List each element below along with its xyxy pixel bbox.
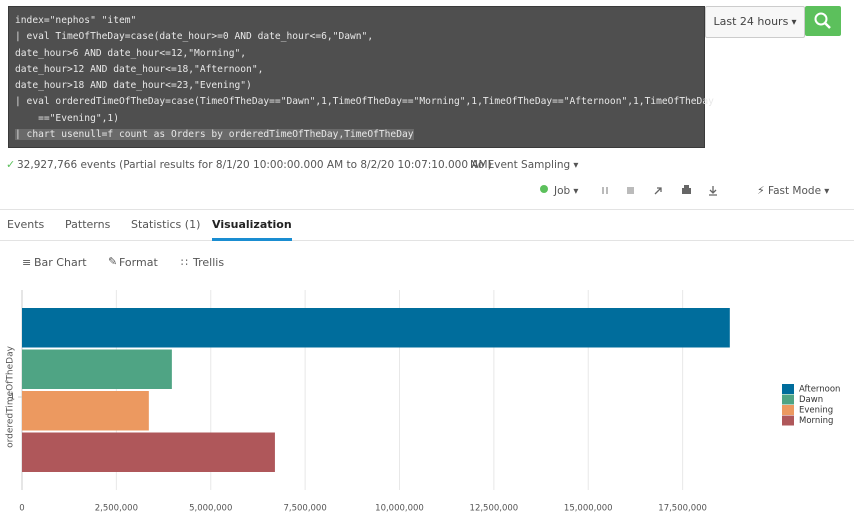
job-menu[interactable]: Job: [554, 185, 578, 197]
job-status-icon: [540, 185, 548, 193]
job-actions[interactable]: [598, 184, 723, 198]
legend-label: Dawn: [799, 395, 823, 405]
trellis-menu[interactable]: Trellis: [193, 256, 225, 269]
tab[interactable]: Events: [7, 218, 45, 231]
trellis-icon: ∷: [181, 256, 188, 269]
query-line: index="nephos" "item": [15, 15, 137, 26]
tab[interactable]: Statistics (1): [131, 218, 201, 231]
legend-label: Evening: [799, 406, 833, 416]
query-line: date_hour>6 AND date_hour<=12,"Morning",: [15, 47, 247, 59]
x-tick-label: 7,500,000: [283, 504, 326, 514]
legend-swatch: [782, 384, 794, 394]
bar: [22, 391, 149, 431]
divider: [0, 240, 854, 241]
y-tick-label: 1: [10, 393, 15, 403]
mode-icon: ⚡: [757, 184, 765, 197]
y-axis-title: orderedTimeOfTheDay: [6, 345, 16, 448]
bar-chart-icon: ≡: [22, 256, 32, 269]
sampling-menu[interactable]: No Event Sampling: [470, 159, 578, 171]
x-tick-label: 12,500,000: [470, 504, 519, 514]
legend-label: Afternoon: [799, 385, 840, 395]
mode-menu[interactable]: Fast Mode: [768, 185, 829, 197]
tab[interactable]: Patterns: [65, 218, 111, 231]
x-tick-label: 10,000,000: [375, 504, 424, 514]
format-menu[interactable]: Format: [119, 256, 158, 269]
check-icon: ✓: [6, 158, 16, 171]
x-tick-label: 5,000,000: [189, 504, 232, 514]
query-line: | chart usenull=f count as Orders by ord…: [15, 127, 698, 143]
bar: [22, 349, 172, 389]
query-line: | eval TimeOfTheDay=case(date_hour>=0 AN…: [15, 31, 374, 43]
tab[interactable]: Visualization: [212, 218, 292, 241]
legend-swatch: [782, 394, 794, 405]
x-tick-label: 2,500,000: [95, 504, 138, 514]
query-text: | chart usenull=f count as Orders by ord…: [15, 129, 414, 141]
x-tick-label: 0: [19, 504, 24, 514]
bar: [22, 432, 275, 472]
query-line: | eval orderedTimeOfTheDay=case(TimeOfTh…: [15, 96, 714, 108]
x-tick-label: 17,500,000: [658, 504, 707, 514]
divider: [0, 209, 854, 210]
query-line: date_hour>18 AND date_hour<=23,"Evening"…: [15, 80, 252, 92]
event-count: 32,927,766 events (Partial results for 8…: [17, 159, 492, 171]
search-query[interactable]: index="nephos" "item" | eval TimeOfTheDay…: [8, 6, 714, 148]
search-button[interactable]: [805, 6, 841, 36]
time-range-picker[interactable]: Last 24 hours: [705, 6, 805, 38]
x-tick-label: 15,000,000: [564, 504, 613, 514]
legend-swatch: [782, 415, 794, 426]
query-line: =="Evening",1): [15, 112, 119, 124]
legend-label: Morning: [799, 416, 833, 426]
legend-swatch: [782, 405, 794, 415]
format-icon: ✎: [108, 255, 118, 268]
bar: [22, 308, 730, 348]
query-line: date_hour>12 AND date_hour<=18,"Afternoo…: [15, 63, 264, 75]
viz-type-menu[interactable]: Bar Chart: [34, 256, 87, 269]
search-icon: [814, 12, 831, 29]
